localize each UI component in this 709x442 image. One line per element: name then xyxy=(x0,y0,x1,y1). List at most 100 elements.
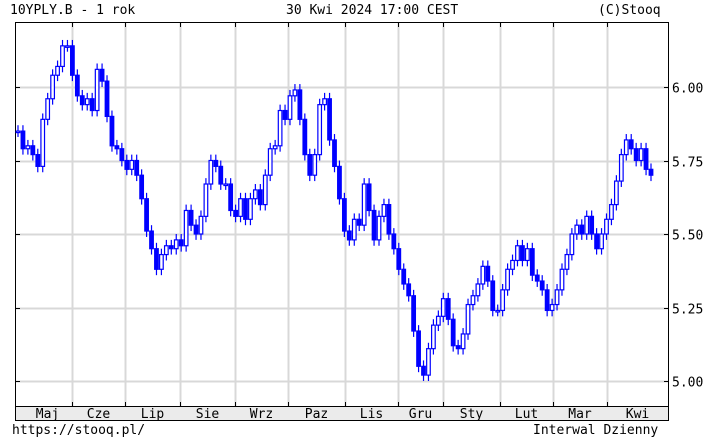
candle-body xyxy=(287,95,293,120)
candle-body xyxy=(20,130,26,150)
candle-body xyxy=(351,218,357,241)
candle-body xyxy=(198,215,204,235)
candle-body xyxy=(633,148,639,162)
candle-body xyxy=(322,98,328,106)
x-tick-label: Lip xyxy=(141,407,165,422)
candle-body xyxy=(505,268,510,291)
candle-body xyxy=(465,303,471,335)
x-tick-label: Mar xyxy=(568,407,592,422)
candle-body xyxy=(114,145,120,150)
candle-body xyxy=(134,159,140,176)
candle-body xyxy=(539,280,545,291)
candle-body xyxy=(579,224,585,235)
candle-body xyxy=(233,209,238,217)
candle-body xyxy=(440,298,446,317)
candle-body xyxy=(470,295,476,306)
candle-body xyxy=(396,248,402,270)
candle-body xyxy=(569,233,575,256)
candle-body xyxy=(168,245,174,250)
candle-body xyxy=(154,248,159,270)
candle-body xyxy=(643,148,649,170)
candle-body xyxy=(149,230,154,250)
candle-body xyxy=(183,209,189,247)
candle-body xyxy=(252,189,258,200)
candle-body xyxy=(564,253,570,270)
stooq-link[interactable]: https://stooq.pl/ xyxy=(12,423,146,438)
candle-body xyxy=(406,283,412,297)
candle-body xyxy=(475,283,481,297)
candle-body xyxy=(109,115,115,147)
candle-body xyxy=(218,165,224,185)
candle-body xyxy=(485,265,491,282)
candle-body xyxy=(124,159,130,170)
candle-body xyxy=(99,68,105,82)
x-tick-label: Lut xyxy=(515,407,538,422)
candle-body xyxy=(139,174,145,200)
candle-body xyxy=(89,98,95,112)
candle-body xyxy=(208,159,214,185)
candle-body xyxy=(594,233,600,250)
candle-body xyxy=(460,333,466,350)
candle-body xyxy=(243,198,248,220)
candle-body xyxy=(381,204,387,217)
candle-body xyxy=(302,118,308,156)
x-tick-label: Maj xyxy=(36,407,59,422)
x-tick-label: Cze xyxy=(87,407,111,422)
candle-body xyxy=(203,183,209,217)
candle-body xyxy=(188,209,194,226)
x-tick-label: Gru xyxy=(409,407,432,422)
candle-body xyxy=(307,154,313,176)
candle-body xyxy=(450,318,456,347)
candle-body xyxy=(361,183,367,226)
candle-body xyxy=(356,218,362,226)
candle-body xyxy=(648,168,654,176)
candle-body xyxy=(609,204,614,220)
candle-body xyxy=(159,253,164,270)
y-tick-label: 5.00 xyxy=(672,376,703,391)
y-tick-label: 5.50 xyxy=(672,229,703,244)
candle-body xyxy=(282,109,288,120)
candle-body xyxy=(618,154,624,182)
candle-body xyxy=(623,139,629,156)
candle-body xyxy=(520,245,525,262)
candle-body xyxy=(411,295,417,332)
candle-body xyxy=(435,315,441,326)
y-tick-label: 5.75 xyxy=(672,156,703,171)
x-tick-label: Kwi xyxy=(626,407,649,422)
candle-body xyxy=(277,109,283,147)
candle-body xyxy=(584,215,590,235)
candle-body xyxy=(223,183,229,187)
chart-title: 10YPLY.B - 1 rok xyxy=(10,3,136,18)
candle-body xyxy=(45,98,51,120)
candle-body xyxy=(510,259,515,270)
candle-body xyxy=(327,98,332,141)
candle-body xyxy=(257,189,263,206)
x-tick-label: Wrz xyxy=(250,407,273,422)
candle-body xyxy=(178,239,184,247)
candle-body xyxy=(213,159,219,167)
candle-body xyxy=(228,183,234,212)
candle-body xyxy=(549,303,555,312)
candle-body xyxy=(559,268,565,291)
candle-body xyxy=(490,280,496,312)
chart-datetime: 30 Kwi 2024 17:00 CEST xyxy=(286,3,459,18)
candle-body xyxy=(386,204,392,235)
candle-body xyxy=(366,183,372,212)
candle-body xyxy=(262,174,268,206)
candle-body xyxy=(238,198,243,217)
y-tick-label: 5.25 xyxy=(672,303,703,318)
candle-body xyxy=(248,198,253,220)
candle-body xyxy=(74,74,80,97)
candle-body xyxy=(84,98,90,106)
candle-body xyxy=(529,248,535,276)
candle-body xyxy=(55,65,60,76)
candle-body xyxy=(445,298,451,320)
candle-body xyxy=(65,45,70,48)
copyright: (C)Stooq xyxy=(598,3,661,18)
candle-body xyxy=(312,154,318,176)
candle-body xyxy=(500,289,506,312)
candle-body xyxy=(371,209,377,241)
candle-body xyxy=(272,145,278,150)
candle-body xyxy=(544,289,550,312)
